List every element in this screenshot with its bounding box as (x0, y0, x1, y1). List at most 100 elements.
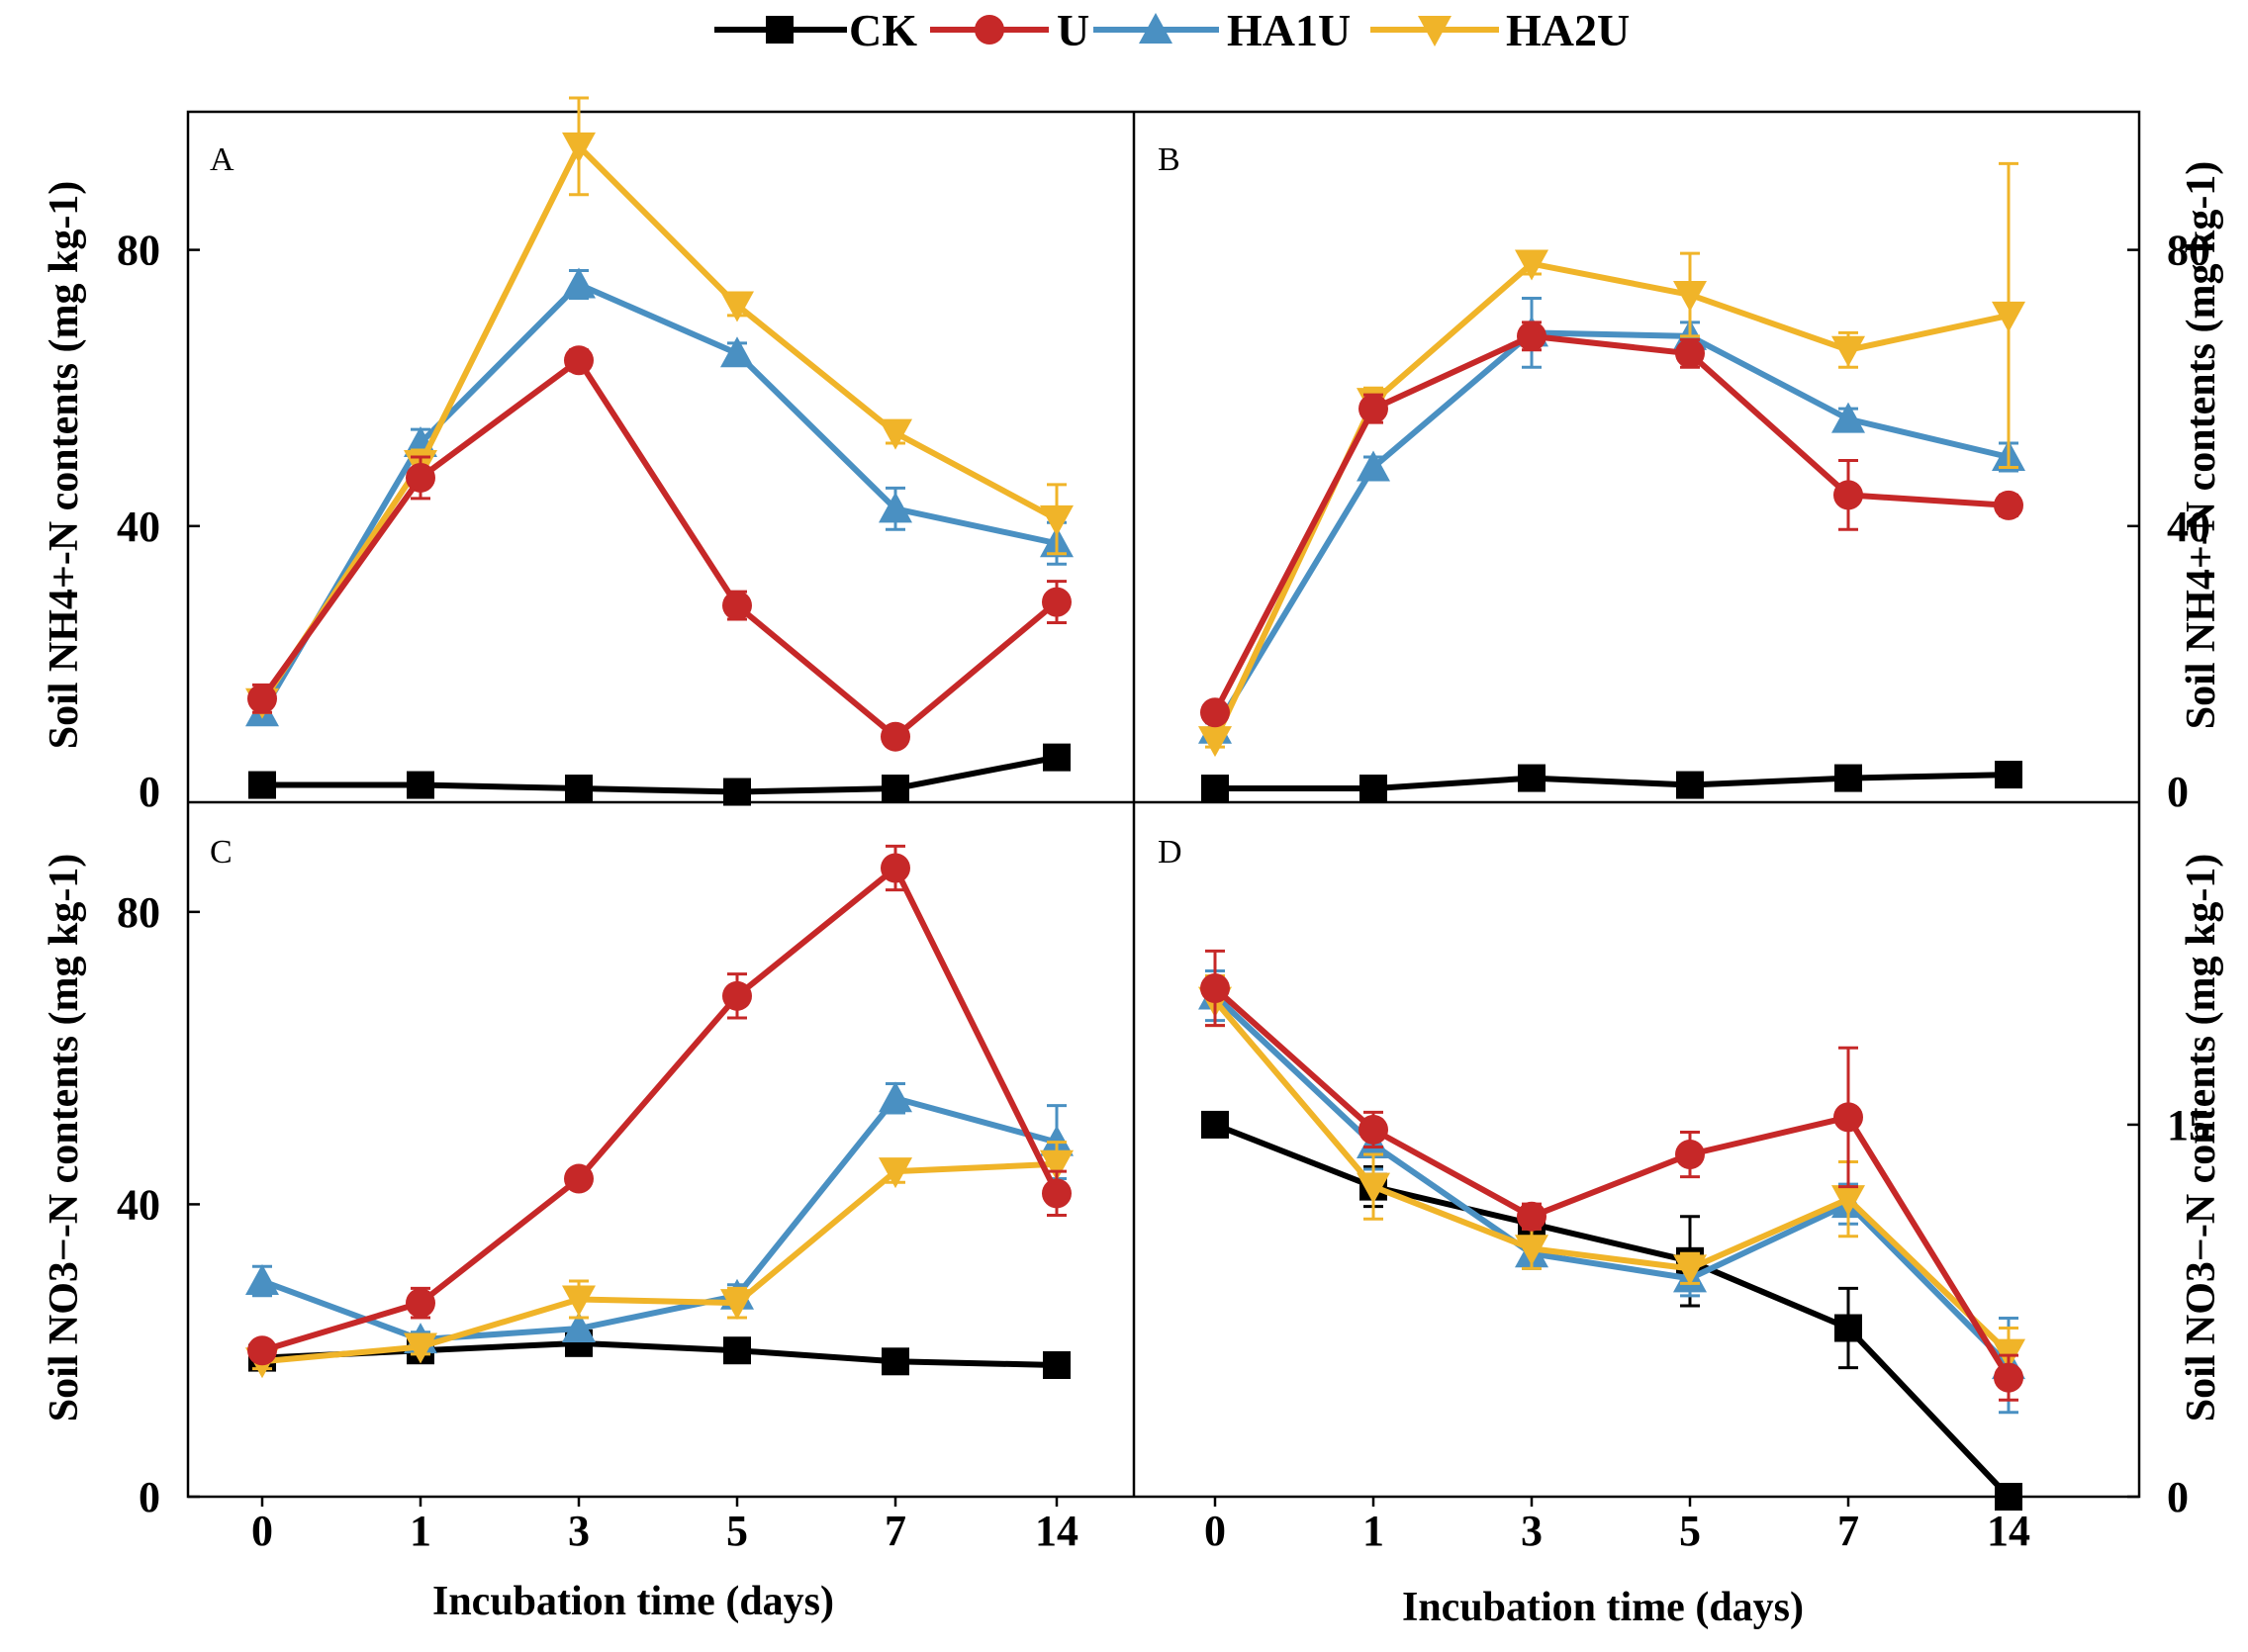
legend-label-u: U (1057, 5, 1089, 55)
y-tick-label-c: 0 (139, 1473, 160, 1521)
series-ha1u-b (1198, 296, 2025, 744)
x-tick-label-c: 1 (410, 1507, 431, 1555)
legend: CK U HA1U HA2U (714, 5, 1630, 55)
data-point-ha2u-b (1992, 301, 2025, 332)
data-point-ha2u-d (1515, 1235, 1548, 1266)
y-tick-label-a: 40 (117, 503, 160, 551)
series-ha2u-b (1198, 161, 2025, 758)
data-point-ha1u-c (245, 1264, 279, 1296)
series-u-a (247, 345, 1072, 752)
y-tick-label-b: 0 (2167, 768, 2189, 816)
data-point-ck-d (1834, 1314, 1862, 1342)
data-point-u-c (1042, 1178, 1072, 1209)
data-point-ha1u-c (562, 1312, 596, 1343)
series-line-ha1u-c (260, 1095, 1058, 1343)
panel-letter-b: B (1158, 141, 1180, 178)
data-point-ha1u-b (1357, 450, 1390, 482)
series-u-c (247, 844, 1072, 1366)
x-tick-label-d: 1 (1362, 1507, 1384, 1555)
data-point-ck-d (1201, 1110, 1229, 1139)
data-point-ha1u-a (879, 492, 912, 523)
series-ha2u-c (245, 1141, 1074, 1379)
y-tick-label-a: 0 (139, 768, 160, 816)
x-tick-label-c: 7 (885, 1507, 906, 1555)
data-point-ck-a (723, 778, 751, 806)
series-ha1u-a (245, 267, 1074, 727)
x-tick-label-d: 14 (1987, 1507, 2030, 1555)
data-point-ha2u-a (1040, 505, 1074, 536)
series-line-u-a (259, 357, 1059, 740)
data-point-ck-c (1043, 1350, 1071, 1379)
y-tick-label-d: 0 (2167, 1473, 2189, 1521)
series-line-ha1u-d (1212, 993, 2012, 1368)
legend-label-ck: CK (849, 5, 917, 55)
series-line-u-c (261, 865, 1060, 1354)
series-line-ha1u-b (1212, 329, 2010, 732)
y-tick-label-c: 80 (117, 888, 160, 937)
data-point-u-b (1200, 697, 1230, 728)
data-point-u-c (881, 853, 910, 883)
data-point-ha2u-d (1831, 1185, 1865, 1217)
series-line-ha2u-c (261, 1160, 1058, 1365)
x-tick-label-c: 0 (251, 1507, 273, 1555)
data-point-ck-b (1995, 761, 2022, 789)
data-point-ha2u-b (1198, 726, 1232, 758)
data-point-ha1u-c (879, 1081, 912, 1113)
data-point-u-c (406, 1288, 435, 1319)
data-point-u-d (1358, 1114, 1388, 1145)
legend-marker-ha2u (1418, 16, 1452, 46)
series-ha2u-a (245, 96, 1074, 719)
x-tick-label-d: 0 (1204, 1507, 1226, 1555)
legend-marker-ck (766, 16, 794, 44)
series-ha2u-d (1198, 974, 2025, 1380)
data-point-ha2u-b (1831, 335, 1865, 367)
x-tick-label-c: 5 (726, 1507, 748, 1555)
data-point-ck-d (1995, 1483, 2022, 1511)
data-point-ha2u-d (1673, 1254, 1707, 1286)
y-tick-label-b: 80 (2167, 227, 2210, 275)
data-point-ha2u-d (1357, 1172, 1390, 1204)
legend-item-ck: CK (714, 5, 917, 55)
data-point-ck-a (407, 771, 434, 799)
data-point-u-a (247, 684, 277, 714)
data-point-ck-b (1676, 771, 1704, 799)
data-point-ha2u-c (879, 1157, 912, 1189)
x-tick-label-c: 14 (1035, 1507, 1078, 1555)
data-point-u-b (1517, 321, 1546, 351)
panel-letter-d: D (1158, 834, 1182, 871)
legend-marker-u (975, 15, 1004, 45)
data-point-ha2u-b (1673, 280, 1707, 312)
data-point-u-d (1675, 1140, 1705, 1170)
data-point-u-d (1833, 1102, 1863, 1133)
data-point-u-c (247, 1335, 277, 1366)
data-point-ha1u-b (1831, 402, 1865, 433)
x-axis-title-left: Incubation time (days) (432, 1579, 834, 1624)
data-point-ck-a (882, 775, 909, 803)
series-line-u-d (1213, 985, 2012, 1380)
y-axis-title-left-top: Soil NH4+-N contents (mg kg-1) (42, 181, 87, 750)
series-ck-d (1201, 1110, 2022, 1511)
data-point-u-a (881, 721, 910, 752)
x-tick-label-c: 3 (568, 1507, 590, 1555)
data-point-ck-a (248, 771, 276, 799)
data-point-u-b (1994, 490, 2023, 520)
plot-frame (186, 110, 2141, 1499)
data-point-u-a (1042, 587, 1072, 617)
data-point-u-a (564, 345, 594, 376)
series-ha1u-d (1198, 968, 2025, 1415)
x-axis-title-right: Incubation time (days) (1402, 1585, 1804, 1630)
data-point-ha2u-b (1515, 249, 1548, 281)
legend-item-ha1u: HA1U (1093, 5, 1351, 55)
data-point-ck-a (1043, 743, 1071, 772)
series-u-d (1200, 949, 2023, 1402)
data-point-u-d (1200, 973, 1230, 1004)
data-point-ck-b (1201, 775, 1229, 803)
panel-b: 0 40 80 (1198, 161, 2210, 816)
x-tick-label-d: 3 (1521, 1507, 1543, 1555)
data-point-u-a (406, 462, 435, 493)
series-ck-b (1201, 761, 2022, 803)
y-axis-title-right-top: Soil NH4+-N contents (mg kg-1) (2179, 161, 2224, 730)
y-tick-label-b: 40 (2167, 503, 2210, 551)
series-line-ha2u-d (1212, 998, 2012, 1355)
series-line-u-b (1212, 332, 2010, 714)
